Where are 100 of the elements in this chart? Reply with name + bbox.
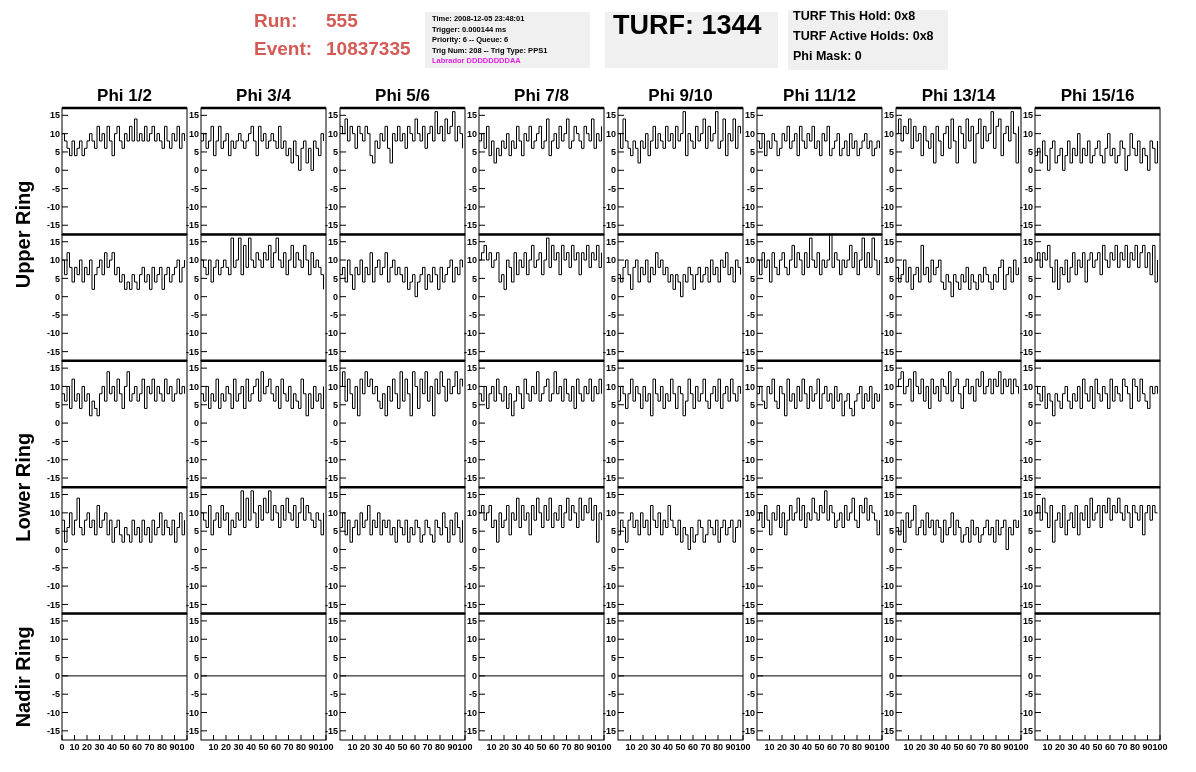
x-tick-label: 90	[169, 742, 180, 752]
y-tick-label: 5	[1027, 652, 1033, 663]
x-tick-label: 40	[662, 742, 674, 752]
y-tick-label: 10	[1022, 255, 1033, 266]
x-tick-label: 100	[1013, 742, 1029, 752]
x-tick-label: 60	[826, 742, 838, 752]
y-tick-label: 0	[54, 291, 60, 302]
y-tick-label: -15	[880, 220, 894, 231]
y-tick-label: 5	[193, 526, 199, 537]
y-tick-label: 0	[888, 544, 894, 555]
y-tick-label: -10	[1019, 328, 1033, 339]
x-tick-label: 60	[1104, 742, 1116, 752]
y-tick-label: 10	[744, 381, 755, 392]
y-tick-label: 5	[1027, 526, 1033, 537]
y-tick-label: 10	[744, 634, 755, 645]
x-tick-label: 70	[561, 742, 572, 752]
y-tick-label: 0	[471, 291, 477, 302]
y-tick-label: 5	[749, 147, 755, 158]
y-tick-label: 0	[610, 671, 616, 682]
y-tick-label: 10	[49, 255, 60, 266]
y-tick-label: -10	[880, 202, 894, 213]
y-tick-label: -15	[741, 599, 755, 610]
y-tick-label: -15	[46, 725, 60, 736]
y-tick-label: -15	[741, 346, 755, 357]
y-tick-label: 0	[610, 291, 616, 302]
y-tick-label: 0	[332, 418, 338, 429]
y-tick-label: 5	[888, 399, 894, 410]
x-tick-label: 40	[384, 742, 396, 752]
y-tick-label: -10	[1019, 707, 1033, 718]
y-tick-label: -5	[746, 310, 755, 321]
y-tick-label: 10	[327, 634, 338, 645]
y-tick-label: -5	[607, 310, 616, 321]
y-tick-label: 0	[332, 544, 338, 555]
y-tick-label: -15	[185, 599, 199, 610]
y-tick-label: 15	[1022, 616, 1033, 627]
y-tick-label: -15	[463, 725, 477, 736]
y-tick-label: -15	[46, 473, 60, 484]
y-tick-label: 15	[327, 236, 338, 247]
y-tick-label: -5	[885, 436, 894, 447]
x-tick-label: 80	[712, 742, 724, 752]
y-tick-label: 0	[193, 544, 199, 555]
y-tick-label: 5	[193, 399, 199, 410]
y-tick-label: -10	[880, 328, 894, 339]
y-tick-label: -5	[329, 562, 338, 573]
x-tick-label: 70	[144, 742, 155, 752]
text: Phi Mask: 0	[793, 49, 862, 63]
y-tick-label: 10	[466, 381, 477, 392]
y-tick-label: 0	[749, 671, 755, 682]
y-tick-label: 0	[1027, 291, 1033, 302]
x-tick-label: 70	[700, 742, 711, 752]
y-tick-label: 5	[610, 273, 616, 284]
y-tick-label: 15	[466, 489, 477, 500]
y-tick-label: -10	[46, 328, 60, 339]
x-tick-label: 80	[851, 742, 863, 752]
y-tick-label: 15	[1022, 363, 1033, 374]
y-tick-label: 5	[1027, 273, 1033, 284]
y-tick-label: 5	[610, 399, 616, 410]
y-tick-label: -10	[741, 202, 755, 213]
y-tick-label: 15	[49, 616, 60, 627]
y-tick-label: 0	[193, 291, 199, 302]
y-tick-label: -5	[51, 689, 60, 700]
y-tick-label: 0	[610, 165, 616, 176]
x-tick-label: 10	[69, 742, 80, 752]
y-tick-label: 5	[888, 273, 894, 284]
y-tick-label: -15	[463, 220, 477, 231]
y-tick-label: -5	[468, 562, 477, 573]
y-tick-label: 15	[327, 110, 338, 121]
y-tick-label: 0	[54, 165, 60, 176]
y-tick-label: -15	[880, 473, 894, 484]
x-tick-label: 70	[839, 742, 850, 752]
y-tick-label: -10	[46, 454, 60, 465]
y-tick-label: -15	[463, 346, 477, 357]
x-tick-label: 10	[625, 742, 636, 752]
y-tick-label: 10	[49, 128, 60, 139]
y-tick-label: -10	[324, 454, 338, 465]
y-tick-label: -10	[463, 707, 477, 718]
y-tick-label: -10	[463, 581, 477, 592]
y-tick-label: -15	[602, 473, 616, 484]
y-tick-label: 15	[744, 489, 755, 500]
x-tick-label: 30	[650, 742, 661, 752]
y-tick-label: -10	[46, 581, 60, 592]
y-tick-label: 5	[888, 147, 894, 158]
y-tick-label: 5	[1027, 399, 1033, 410]
y-tick-label: -5	[1024, 183, 1033, 194]
y-tick-label: 10	[327, 128, 338, 139]
x-tick-label: 70	[1117, 742, 1128, 752]
y-tick-label: -10	[185, 454, 199, 465]
y-tick-label: 15	[466, 110, 477, 121]
x-tick-label: 90	[447, 742, 458, 752]
text: TURF This Hold: 0x8	[793, 9, 916, 23]
y-tick-label: 15	[49, 110, 60, 121]
y-tick-label: -15	[324, 725, 338, 736]
y-tick-label: -10	[741, 581, 755, 592]
y-tick-label: 15	[327, 363, 338, 374]
y-tick-label: -5	[329, 689, 338, 700]
y-tick-label: 10	[49, 381, 60, 392]
y-tick-label: 10	[188, 381, 199, 392]
x-tick-label: 90	[308, 742, 319, 752]
y-tick-label: 10	[605, 381, 616, 392]
y-tick-label: -5	[190, 183, 199, 194]
